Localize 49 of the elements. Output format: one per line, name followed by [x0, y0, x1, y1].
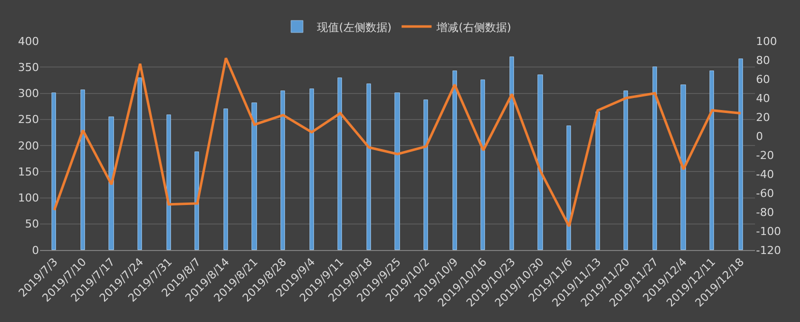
bar [108, 116, 114, 250]
bar [510, 56, 514, 250]
bar [710, 70, 714, 250]
y2-tick-label: 100 [756, 34, 777, 48]
y2-tick-label: 40 [756, 92, 770, 105]
y-tick-label: 400 [18, 34, 39, 48]
y2-tick-label: -60 [756, 186, 774, 200]
bar [52, 92, 56, 250]
y2-tick-label: 60 [756, 72, 770, 86]
bar [194, 152, 199, 250]
bar [480, 80, 485, 250]
y-tick-label: 200 [18, 139, 39, 152]
bar [138, 78, 142, 250]
y2-tick-label: 80 [756, 54, 770, 67]
bar [224, 108, 228, 250]
y2-tick-label: -20 [756, 148, 774, 162]
bar [652, 66, 657, 250]
bar [166, 114, 171, 250]
bar [280, 90, 285, 250]
bar [394, 92, 400, 250]
bar [566, 126, 571, 250]
y-tick-label: 100 [18, 192, 39, 205]
y-tick-label: 350 [18, 60, 39, 74]
y2-tick-label: -40 [756, 168, 774, 181]
y-tick-label: 150 [18, 165, 39, 178]
bar [538, 74, 543, 250]
y2-tick-label: 0 [756, 130, 763, 143]
bar [80, 90, 85, 250]
y-tick-label: 300 [18, 87, 39, 100]
bar [424, 100, 428, 250]
bar [366, 84, 371, 250]
y-tick-label: 250 [18, 113, 39, 126]
bar [252, 102, 257, 250]
y2-tick-label: -100 [756, 224, 781, 238]
y-tick-label: 0 [32, 244, 39, 257]
y2-tick-label: 20 [756, 110, 770, 124]
y-tick-label: 50 [25, 218, 39, 231]
legend-label: 增减(右侧数据) [436, 20, 512, 34]
bar [596, 112, 600, 250]
bar [680, 84, 686, 250]
bar [338, 78, 342, 250]
line-series [53, 56, 742, 228]
bar [624, 90, 628, 250]
legend-label: 现值(左侧数据) [317, 20, 392, 34]
bar [310, 88, 314, 250]
bar [452, 70, 457, 250]
y2-tick-label: -80 [756, 206, 774, 219]
y2-tick-label: -120 [756, 244, 781, 257]
bar [738, 58, 743, 250]
